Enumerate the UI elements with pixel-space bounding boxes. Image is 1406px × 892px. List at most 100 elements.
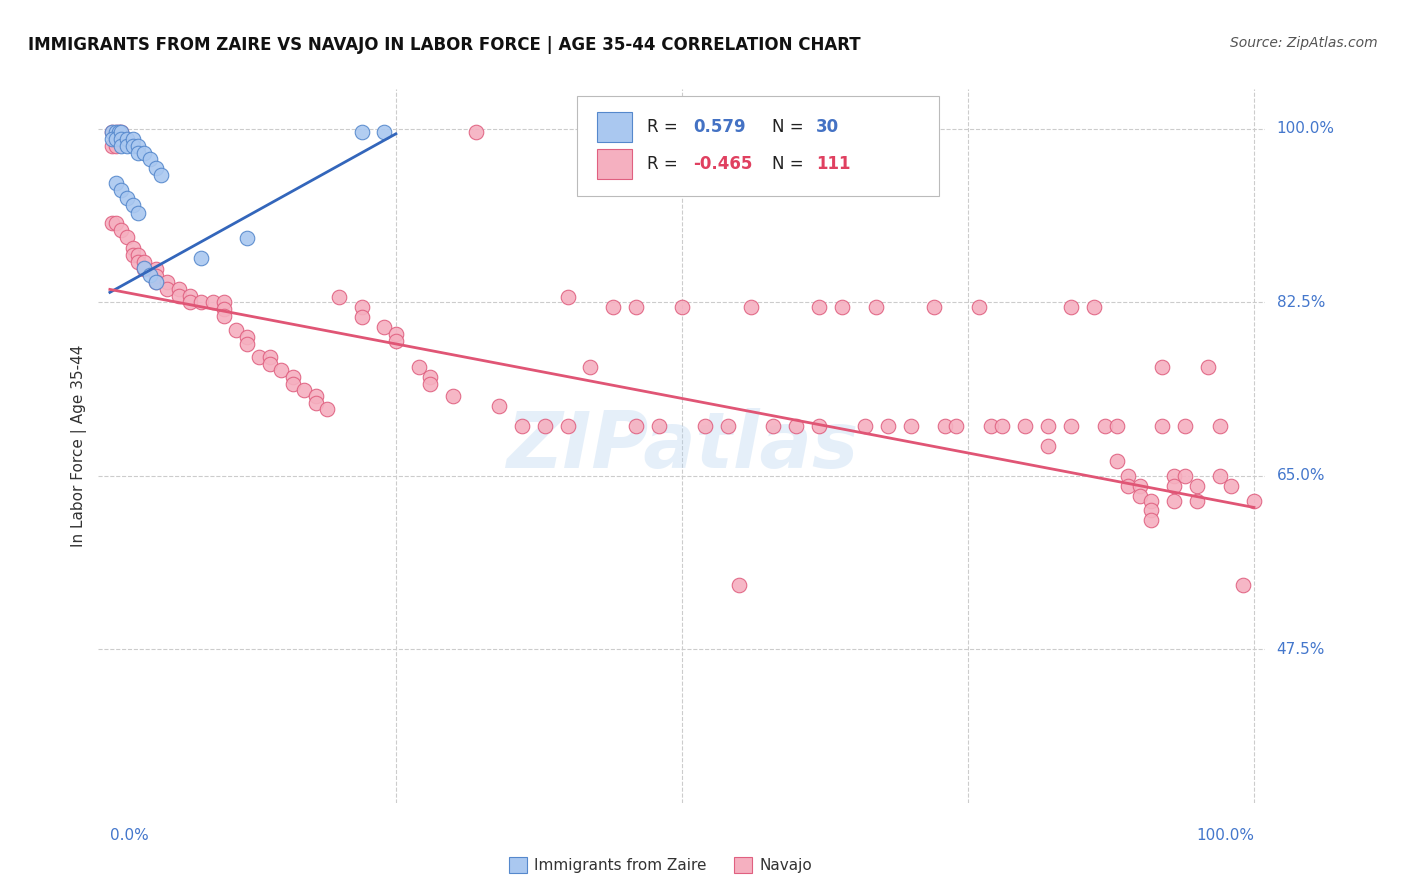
Point — [934, 419, 956, 434]
Point — [945, 419, 967, 434]
Point — [127, 206, 149, 220]
Text: 82.5%: 82.5% — [1277, 294, 1324, 310]
Point — [121, 248, 143, 262]
Point — [693, 419, 716, 434]
Point — [104, 216, 127, 230]
Point — [104, 132, 127, 146]
Point — [145, 261, 167, 276]
Point — [350, 125, 373, 139]
Point — [671, 300, 693, 314]
Point — [969, 300, 991, 314]
Point — [270, 362, 292, 376]
Point — [1140, 493, 1163, 508]
Point — [533, 419, 555, 434]
Point — [104, 138, 127, 153]
Point — [717, 419, 740, 434]
Point — [808, 419, 831, 434]
Point — [385, 326, 408, 341]
Bar — [596, 112, 631, 142]
Point — [104, 125, 127, 139]
Text: 0.579: 0.579 — [693, 118, 747, 136]
Point — [1174, 419, 1197, 434]
Point — [1014, 419, 1036, 434]
Point — [167, 282, 190, 296]
Point — [259, 350, 281, 364]
Point — [419, 376, 441, 391]
Point — [225, 323, 247, 337]
Text: Source: ZipAtlas.com: Source: ZipAtlas.com — [1230, 36, 1378, 50]
Point — [808, 300, 831, 314]
Point — [1105, 454, 1128, 468]
Text: IMMIGRANTS FROM ZAIRE VS NAVAJO IN LABOR FORCE | AGE 35-44 CORRELATION CHART: IMMIGRANTS FROM ZAIRE VS NAVAJO IN LABOR… — [28, 36, 860, 54]
Text: 0.0%: 0.0% — [110, 828, 149, 843]
Point — [1220, 478, 1243, 492]
Point — [139, 152, 162, 166]
Point — [1116, 478, 1139, 492]
Point — [134, 261, 156, 276]
Point — [1105, 419, 1128, 434]
Point — [127, 138, 149, 153]
Point — [1163, 493, 1185, 508]
Point — [316, 402, 339, 417]
Point — [876, 419, 898, 434]
Point — [101, 138, 124, 153]
Point — [110, 125, 132, 139]
Point — [214, 302, 236, 317]
Point — [115, 132, 138, 146]
Point — [236, 337, 259, 351]
Point — [110, 183, 132, 197]
Point — [408, 359, 430, 374]
Point — [110, 132, 132, 146]
Point — [110, 223, 132, 237]
Point — [179, 289, 201, 303]
Point — [101, 125, 124, 139]
Point — [145, 276, 167, 290]
Point — [145, 268, 167, 283]
Point — [1060, 419, 1083, 434]
Point — [350, 310, 373, 325]
Point — [728, 578, 751, 592]
Point — [121, 241, 143, 255]
Text: -0.465: -0.465 — [693, 155, 754, 173]
Point — [139, 268, 162, 282]
Point — [980, 419, 1002, 434]
Point — [1243, 493, 1265, 508]
Point — [134, 254, 156, 268]
Text: R =: R = — [647, 118, 678, 136]
Point — [1152, 359, 1174, 374]
Point — [1152, 419, 1174, 434]
Point — [1197, 359, 1219, 374]
Point — [602, 300, 624, 314]
Point — [1083, 300, 1105, 314]
Point — [110, 125, 132, 139]
Point — [1094, 419, 1116, 434]
Point — [557, 290, 579, 304]
Point — [134, 145, 156, 160]
Point — [1208, 468, 1230, 483]
Point — [624, 419, 647, 434]
Point — [900, 419, 922, 434]
Point — [281, 369, 304, 384]
Point — [510, 419, 533, 434]
Point — [108, 125, 131, 139]
Text: ZIPatlas: ZIPatlas — [506, 408, 858, 484]
Text: R =: R = — [647, 155, 678, 173]
Point — [1060, 300, 1083, 314]
Point — [190, 251, 212, 265]
Point — [1174, 468, 1197, 483]
Point — [557, 419, 579, 434]
Point — [247, 350, 270, 364]
Point — [236, 330, 259, 344]
Point — [121, 198, 143, 212]
Point — [104, 177, 127, 191]
Point — [488, 400, 510, 414]
Point — [373, 125, 395, 139]
Point — [991, 419, 1014, 434]
Point — [1116, 468, 1139, 483]
Point — [108, 125, 131, 139]
Point — [1185, 493, 1208, 508]
Point — [1128, 478, 1150, 492]
Text: Immigrants from Zaire: Immigrants from Zaire — [534, 858, 707, 872]
Point — [1036, 439, 1059, 453]
Text: 111: 111 — [815, 155, 851, 173]
